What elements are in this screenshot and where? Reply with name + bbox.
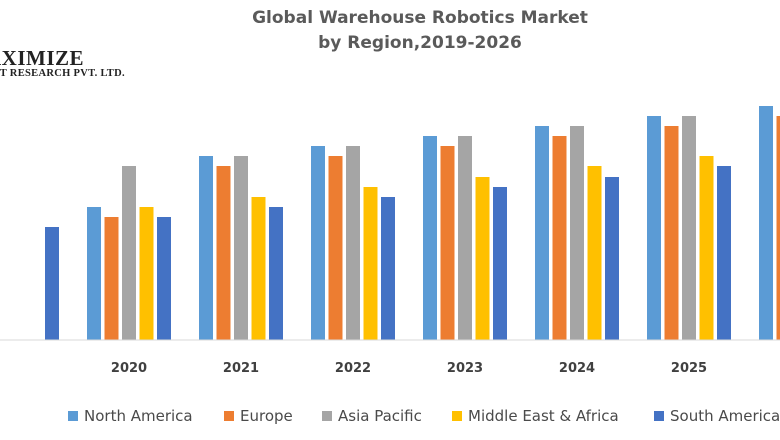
x-tick-label-2020: 2020 <box>111 361 147 376</box>
bar-south-america-2024 <box>605 177 619 340</box>
bar-south-america-2021 <box>269 207 283 340</box>
legend-item-europe: Europe <box>224 404 293 428</box>
legend-swatch <box>68 411 78 421</box>
x-tick-label-2025: 2025 <box>671 361 707 376</box>
legend-item-middle-east-africa: Middle East & Africa <box>452 404 619 428</box>
legend-label: Middle East & Africa <box>468 407 619 425</box>
legend-label: Asia Pacific <box>338 407 422 425</box>
logo-text-line1: AXIMIZE <box>0 46 85 70</box>
legend-item-south-america: South America <box>654 404 780 428</box>
bar-europe-2020 <box>104 217 119 340</box>
bars-group <box>45 106 780 340</box>
legend-label: North America <box>84 407 193 425</box>
bar-europe-2026 <box>776 116 780 340</box>
bar-middle-east-africa-2021 <box>251 197 266 340</box>
bar-asia-pacific-2021 <box>234 156 248 340</box>
bar-middle-east-africa-2020 <box>139 207 154 340</box>
bar-asia-pacific-2022 <box>346 146 360 340</box>
bar-europe-2023 <box>440 146 455 340</box>
bar-south-america-2019 <box>45 227 59 340</box>
legend-swatch <box>322 411 332 421</box>
bar-asia-pacific-2023 <box>458 136 472 340</box>
bar-south-america-2023 <box>493 187 507 340</box>
chart-title-line1: Global Warehouse Robotics Market <box>252 8 588 28</box>
legend-label: Europe <box>240 407 293 425</box>
bar-europe-2022 <box>328 156 343 340</box>
bar-middle-east-africa-2025 <box>699 156 714 340</box>
bar-middle-east-africa-2023 <box>475 177 490 340</box>
bar-south-america-2020 <box>157 217 171 340</box>
bar-asia-pacific-2025 <box>682 116 696 340</box>
bar-north-america-2026 <box>759 106 773 340</box>
company-logo: AXIMIZE KET RESEARCH PVT. LTD. <box>0 46 150 86</box>
legend-swatch <box>224 411 234 421</box>
bar-europe-2024 <box>552 136 567 340</box>
bar-chart: 2020202120222023202420252026 <box>0 106 780 376</box>
x-tick-label-2022: 2022 <box>335 361 371 376</box>
bar-north-america-2023 <box>423 136 437 340</box>
x-tick-labels: 2020202120222023202420252026 <box>111 361 707 376</box>
legend-swatch <box>452 411 462 421</box>
chart-legend: North America Europe Asia Pacific Middle Ea… <box>0 404 780 428</box>
bar-middle-east-africa-2024 <box>587 166 602 340</box>
bar-asia-pacific-2024 <box>570 126 584 340</box>
chart-title: Global Warehouse Robotics Market by Regi… <box>180 6 660 56</box>
bar-north-america-2025 <box>647 116 661 340</box>
bar-north-america-2021 <box>199 156 213 340</box>
bar-north-america-2024 <box>535 126 549 340</box>
legend-item-asia-pacific: Asia Pacific <box>322 404 422 428</box>
x-tick-label-2024: 2024 <box>559 361 595 376</box>
legend-swatch <box>654 411 664 421</box>
legend-item-north-america: North America <box>68 404 193 428</box>
x-tick-label-2023: 2023 <box>447 361 483 376</box>
bar-asia-pacific-2020 <box>122 166 136 340</box>
bar-north-america-2022 <box>311 146 325 340</box>
chart-title-line2: by Region,2019-2026 <box>318 33 522 53</box>
bar-europe-2021 <box>216 166 231 340</box>
bar-south-america-2022 <box>381 197 395 340</box>
bar-north-america-2020 <box>87 207 101 340</box>
bar-europe-2025 <box>664 126 679 340</box>
bar-middle-east-africa-2022 <box>363 187 378 340</box>
logo-text-line2: KET RESEARCH PVT. LTD. <box>0 68 125 79</box>
legend-label: South America <box>670 407 780 425</box>
x-tick-label-2021: 2021 <box>223 361 259 376</box>
bar-south-america-2025 <box>717 166 731 340</box>
